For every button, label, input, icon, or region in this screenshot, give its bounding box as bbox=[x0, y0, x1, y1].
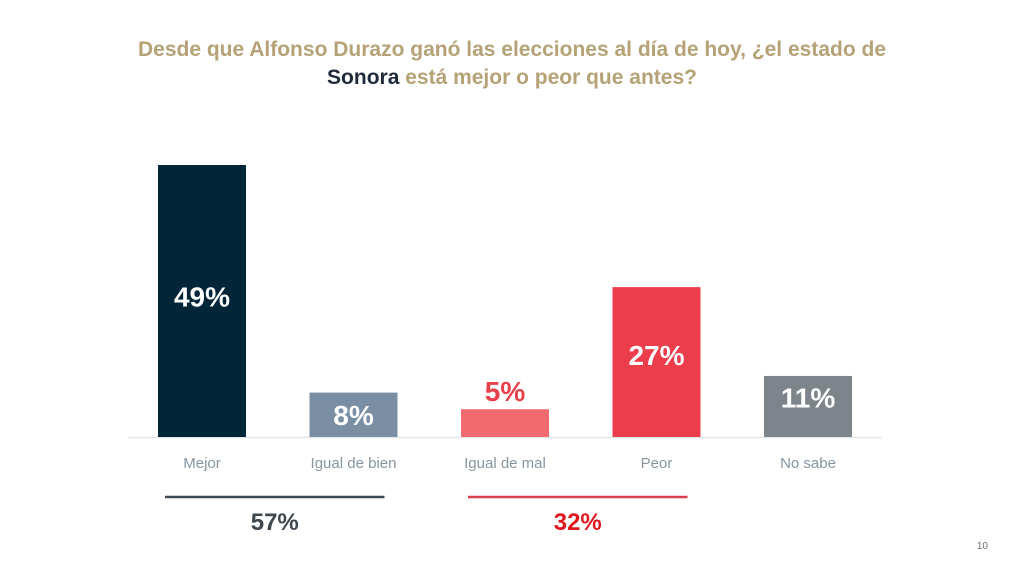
title-highlight: Sonora bbox=[327, 66, 400, 89]
group-total-0: 57% bbox=[251, 509, 299, 536]
bar-4 bbox=[764, 375, 852, 437]
data-label-4: 11% bbox=[781, 383, 836, 414]
data-label-1: 8% bbox=[333, 400, 374, 431]
category-label-0: Mejor bbox=[183, 455, 221, 472]
bar-0 bbox=[158, 165, 246, 437]
chart-title: Desde que Alfonso Durazo ganó las elecci… bbox=[0, 36, 1024, 92]
category-label-4: No sabe bbox=[780, 455, 836, 472]
group-total-1: 32% bbox=[554, 509, 602, 536]
page-number: 10 bbox=[976, 541, 988, 552]
title-line-2: está mejor o peor que antes? bbox=[405, 66, 697, 89]
bar-3 bbox=[612, 287, 701, 437]
data-label-2: 5% bbox=[485, 376, 526, 407]
category-label-3: Peor bbox=[641, 455, 673, 472]
bar-1 bbox=[309, 392, 398, 437]
bar-2 bbox=[461, 409, 549, 437]
category-label-2: Igual de mal bbox=[464, 455, 546, 472]
title-line-1: Desde que Alfonso Durazo ganó las elecci… bbox=[137, 38, 887, 61]
data-label-0: 49% bbox=[174, 281, 230, 312]
data-label-3: 27% bbox=[628, 340, 684, 371]
category-label-1: Igual de bien bbox=[311, 455, 397, 472]
